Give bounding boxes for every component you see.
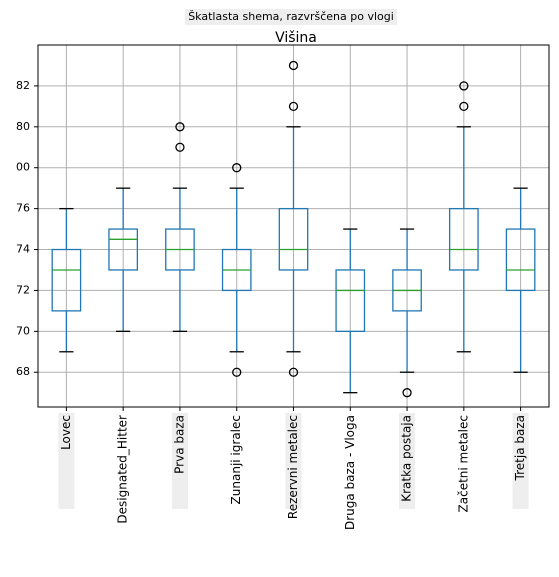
chart-title: Višina [275,30,317,46]
box [51,248,82,312]
x-tick-label: Začetni metalec [456,415,470,512]
y-tick-label: 00 [16,161,30,174]
x-label-bg [342,413,359,509]
y-tick-label: 82 [16,79,30,92]
flier [459,101,469,112]
box [448,207,479,271]
x-tick-label: Kratka postaja [400,415,414,502]
flier [175,122,185,132]
plot-frame [37,44,550,408]
title-bg [185,9,397,25]
x-tick-label: Designated_Hitter [116,415,130,524]
flier [459,81,469,91]
x-label-bg [512,413,529,509]
x-tick-label: Zunanji igralec [229,415,243,504]
y-tick-label: 68 [16,365,30,378]
x-tick-label: Prva baza [172,415,186,474]
x-tick-label: Rezervni metalec [286,415,300,519]
x-label-bg [455,413,472,509]
y-tick-label: 80 [16,120,30,133]
flier [288,101,299,112]
x-label-bg [399,413,416,509]
flier [175,142,185,152]
box [505,228,536,292]
x-label-bg [285,413,302,509]
x-label-bg [228,413,245,509]
chart-suptitle: Škatlasta shema, razvrščena po vlogi [188,10,394,23]
box [108,228,139,271]
flier [288,367,299,377]
y-tick-label: 76 [16,202,30,215]
x-tick-label: Lovec [59,415,73,450]
flier [402,388,412,398]
y-tick-label: 72 [16,283,30,296]
flier [288,60,299,71]
box [335,269,366,332]
box [278,207,309,271]
x-tick-label: Druga baza - Vloga [343,415,357,530]
x-label-bg [58,413,75,509]
x-label-bg [171,413,188,509]
flier [232,163,242,173]
x-label-bg [115,413,132,509]
y-tick-label: 70 [16,324,30,337]
x-tick-label: Tretja baza [513,415,527,481]
y-tick-label: 74 [16,243,30,256]
flier [232,367,242,377]
